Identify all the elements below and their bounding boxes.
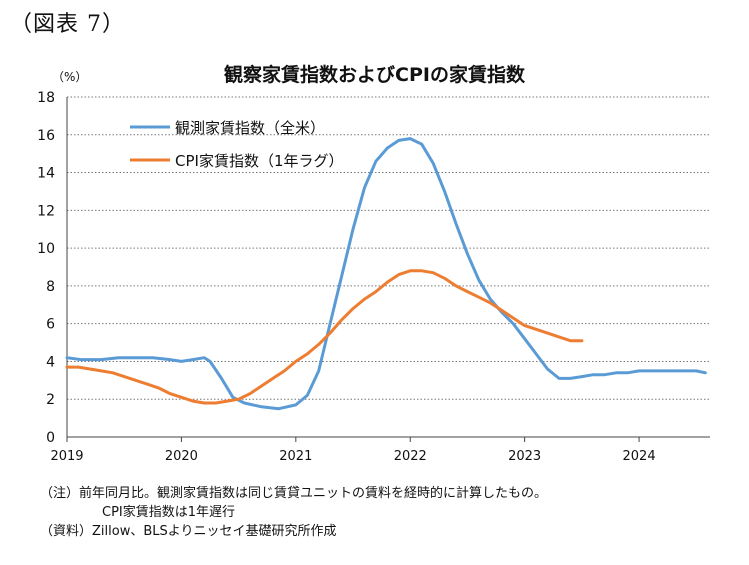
y-tick-label: 16 xyxy=(37,128,55,144)
note-line-1: （注）前年同月比。観測家賃指数は同じ賃貸ユニットの賃料を経時的に計算したもの。 xyxy=(40,486,548,501)
y-tick-label: 12 xyxy=(37,203,55,219)
x-tick-label: 2022 xyxy=(394,449,427,464)
x-tick-label: 2021 xyxy=(279,449,312,464)
x-tick-label: 2024 xyxy=(623,449,656,464)
series-group xyxy=(65,137,707,411)
x-tick-label: 2019 xyxy=(50,449,83,464)
line-chart: 0 2 4 6 8 10 12 14 16 18 2019 2020 2021 2022 2023 2024… xyxy=(37,90,710,464)
legend-label: 観測家賃指数（全米） xyxy=(175,119,325,137)
y-tick-label: 2 xyxy=(46,392,55,408)
series-line-1 xyxy=(65,137,707,411)
y-tick-label: 4 xyxy=(46,354,55,370)
y-tick-label: 14 xyxy=(37,166,55,182)
y-tick-label: 18 xyxy=(37,90,55,106)
note-line-2: CPI家賃指数は1年遅行 xyxy=(102,505,236,520)
y-tick-label: 0 xyxy=(46,430,55,446)
x-axis: 2019 2020 2021 2022 2023 2024 xyxy=(50,436,710,464)
footnotes: （注）前年同月比。観測家賃指数は同じ賃貸ユニットの賃料を経時的に計算したもの。 … xyxy=(40,484,547,541)
chart-title: 観察家賃指数およびCPIの家賃指数 xyxy=(224,64,525,86)
legend-label: CPI家賃指数（1年ラグ） xyxy=(175,152,344,170)
gridlines xyxy=(67,96,710,400)
y-tick-label: 6 xyxy=(46,317,55,333)
x-tick-label: 2020 xyxy=(165,449,198,464)
figure-label: （図表 7） xyxy=(10,12,125,37)
legend: 観測家賃指数（全米） CPI家賃指数（1年ラグ） xyxy=(130,119,344,170)
y-tick-label: 8 xyxy=(46,279,55,295)
series-line-2 xyxy=(65,269,584,405)
x-tick-label: 2023 xyxy=(508,449,541,464)
y-axis-unit: （%） xyxy=(52,70,88,84)
y-axis: 0 2 4 6 8 10 12 14 16 18 xyxy=(37,90,68,446)
note-line-3: （資料）Zillow、BLSよりニッセイ基礎研究所作成 xyxy=(40,524,337,539)
y-tick-label: 10 xyxy=(37,241,55,257)
